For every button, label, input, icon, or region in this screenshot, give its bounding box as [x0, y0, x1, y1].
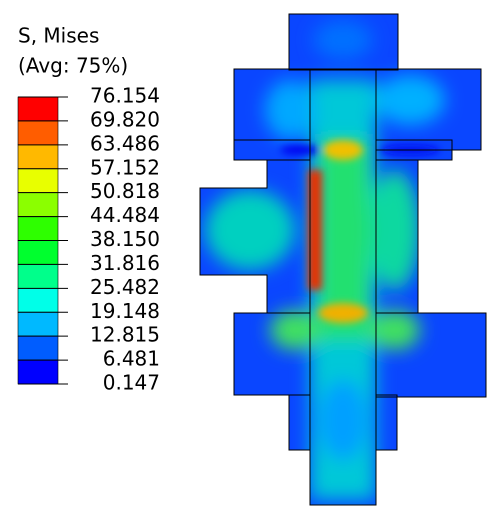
legend-band [17, 144, 59, 170]
legend-label: 0.147 [103, 371, 160, 395]
legend-label: 31.816 [90, 251, 160, 275]
legend-band [17, 168, 59, 193]
legend-band [17, 240, 59, 265]
legend-title: S, Mises [18, 24, 99, 48]
legend-label: 19.148 [90, 299, 160, 323]
legend-band [17, 311, 59, 337]
legend-label: 63.486 [90, 131, 160, 155]
mesh-outline [199, 13, 487, 506]
legend-band [17, 288, 59, 313]
legend-label: 69.820 [90, 107, 160, 131]
legend-band [17, 335, 59, 361]
legend-label: 57.152 [90, 155, 160, 179]
legend-label: 25.482 [90, 275, 160, 299]
legend: 76.15469.82063.48657.15250.81844.48438.1… [17, 84, 160, 395]
legend-subtitle: (Avg: 75%) [18, 54, 128, 78]
legend-band [17, 359, 59, 385]
legend-label: 6.481 [103, 347, 160, 371]
legend-label: 44.484 [90, 203, 160, 227]
legend-band [17, 96, 59, 122]
legend-label: 12.815 [90, 323, 160, 347]
legend-band [17, 216, 59, 241]
legend-band [17, 120, 59, 146]
legend-band [17, 264, 59, 289]
legend-band [17, 192, 59, 217]
legend-label: 76.154 [90, 84, 160, 108]
legend-label: 50.818 [90, 179, 160, 203]
legend-label: 38.150 [90, 227, 160, 251]
contour-model [200, 14, 486, 505]
